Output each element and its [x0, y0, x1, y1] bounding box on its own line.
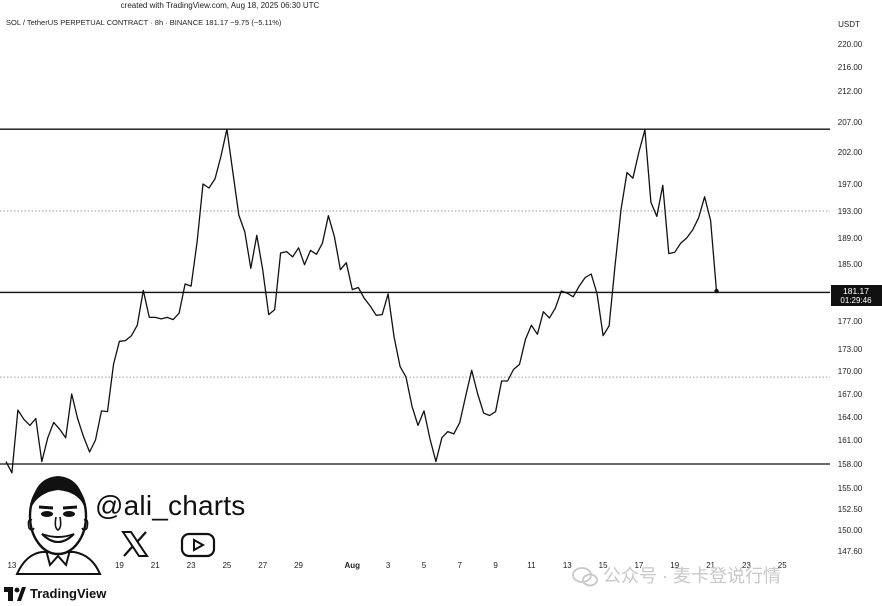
last-price-tag: 181.17 01:29:46	[831, 285, 882, 306]
watermark-text: 公众号 · 麦卡登说行情	[603, 566, 782, 586]
x-tick-label: 15	[599, 561, 608, 570]
x-tick-label: 21	[151, 561, 160, 570]
price-tag-countdown: 01:29:46	[840, 296, 872, 305]
x-tick-label: Aug	[345, 561, 361, 570]
x-tick-label: 5	[422, 561, 427, 570]
y-tick-label: 147.60	[838, 547, 863, 556]
y-tick-label: 155.00	[838, 484, 863, 493]
y-tick-label: 207.00	[838, 118, 863, 127]
header-price: 181.17	[205, 18, 229, 27]
x-tick-label: 13	[7, 561, 16, 570]
x-tick-label: 9	[493, 561, 498, 570]
currency-label: USDT	[838, 20, 860, 29]
wechat-icon	[572, 567, 598, 587]
y-tick-label: 220.00	[838, 40, 863, 49]
x-tick-label: 3	[386, 561, 391, 570]
x-tick-label: 21	[706, 561, 715, 570]
youtube-icon[interactable]	[180, 532, 216, 558]
y-tick-label: 212.00	[838, 87, 863, 96]
y-tick-label: 152.50	[838, 505, 863, 514]
x-tick-label: 17	[634, 561, 643, 570]
price-line	[5, 128, 718, 474]
x-axis: 131517192123252729Aug3579111315171921232…	[7, 561, 787, 570]
symbol-label: SOL / TetherUS PERPETUAL CONTRACT · 8h ·…	[6, 18, 204, 27]
author-brand: @ali_charts	[95, 490, 245, 522]
y-tick-label: 197.00	[838, 180, 863, 189]
x-tick-label: 19	[670, 561, 679, 570]
x-tick-label: 25	[778, 561, 787, 570]
last-price-dot	[714, 288, 719, 294]
y-tick-label: 216.00	[838, 63, 863, 72]
price-tag-value: 181.17	[843, 286, 869, 296]
header-change: −9.75 (−5.11%)	[230, 18, 282, 27]
wechat-watermark: 公众号 · 麦卡登说行情	[572, 562, 781, 588]
caricature-avatar-icon	[15, 476, 102, 575]
x-tick-label: 19	[115, 561, 124, 570]
y-tick-label: 164.00	[838, 413, 863, 422]
x-tick-label: 13	[563, 561, 572, 570]
y-tick-label: 173.00	[838, 345, 863, 354]
created-with-caption: created with TradingView.com, Aug 18, 20…	[120, 1, 320, 10]
y-tick-label: 185.00	[838, 260, 863, 269]
y-tick-label: 158.00	[838, 460, 863, 469]
tradingview-label: TradingView	[30, 586, 107, 601]
y-tick-label: 202.00	[838, 148, 863, 157]
levels-layer	[0, 128, 830, 465]
y-tick-label: 189.00	[838, 234, 863, 243]
y-tick-label: 193.00	[838, 207, 863, 216]
x-tick-label: 7	[458, 561, 463, 570]
x-tick-label: 23	[742, 561, 751, 570]
y-tick-label: 150.00	[838, 526, 863, 535]
price-line-layer	[5, 128, 719, 474]
x-logo-icon[interactable]	[120, 530, 150, 558]
x-tick-label: 27	[258, 561, 267, 570]
social-icons	[120, 530, 216, 563]
price-tag-box	[831, 285, 882, 306]
tradingview-logo-icon	[4, 586, 26, 601]
y-axis: 220.00 216.00 212.00 207.00 202.00 197.00 193.…	[838, 40, 863, 556]
x-tick-label: 11	[527, 561, 536, 570]
x-tick-label: 29	[294, 561, 303, 570]
author-handle: @ali_charts	[95, 490, 246, 521]
y-tick-label: 161.00	[838, 436, 863, 445]
x-tick-label: 25	[222, 561, 231, 570]
tradingview-brand: TradingView	[4, 586, 106, 601]
chart-header: SOL / TetherUS PERPETUAL CONTRACT · 8h ·…	[6, 18, 281, 27]
y-tick-label: 167.00	[838, 390, 863, 399]
x-tick-label: 23	[187, 561, 196, 570]
y-tick-label: 177.00	[838, 317, 863, 326]
y-tick-label: 170.00	[838, 367, 863, 376]
